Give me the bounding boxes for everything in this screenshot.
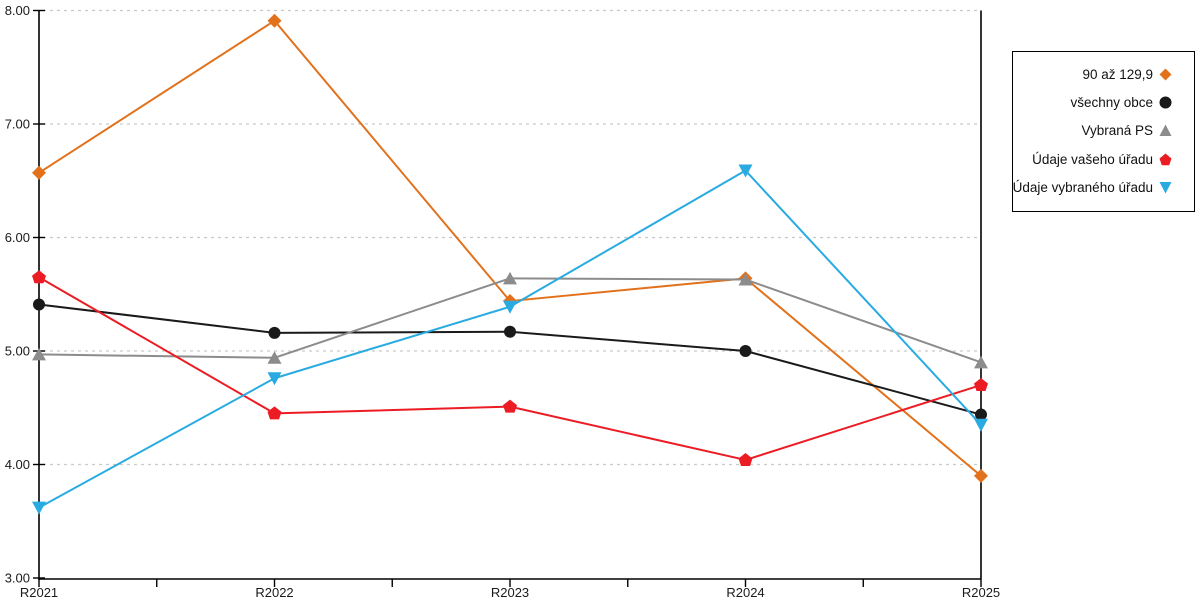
data-point-marker [32, 501, 46, 515]
y-tick-label: 7.00 [5, 117, 30, 132]
data-point-marker [974, 355, 988, 369]
legend-label: Vybraná PS [1081, 123, 1153, 139]
x-tick-label: R2022 [255, 585, 293, 600]
legend-item: všechny obce [1015, 88, 1172, 116]
data-point-marker [32, 165, 46, 180]
x-tick-label: R2023 [491, 585, 529, 600]
legend-item: Vybraná PS [1015, 117, 1172, 145]
legend: 90 až 129,9 všechny obce Vybraná PS Údaj… [1012, 51, 1195, 212]
x-tick-label: R2025 [962, 585, 1000, 600]
triangle-down-icon [1159, 182, 1172, 194]
data-point-marker [33, 298, 45, 311]
data-point-marker [739, 345, 752, 357]
data-point-marker [974, 468, 988, 483]
y-tick-label: 4.00 [5, 457, 30, 472]
data-point-marker [974, 378, 988, 392]
data-point-marker [738, 164, 753, 178]
data-point-marker [267, 13, 282, 28]
data-point-marker [975, 408, 987, 421]
legend-item: 90 až 129,9 [1015, 60, 1172, 88]
data-point-marker [503, 300, 517, 314]
data-point-marker [267, 372, 282, 386]
data-point-marker [738, 272, 753, 286]
data-point-marker [974, 418, 988, 432]
legend-label: Údaje vybraného úřadu [1012, 180, 1153, 196]
data-point-marker [32, 347, 46, 361]
y-tick-label: 6.00 [5, 230, 30, 245]
triangle-up-icon [1159, 124, 1172, 137]
data-point-marker [738, 452, 753, 466]
series-line [38, 169, 982, 509]
data-point-marker [503, 399, 517, 413]
data-point-marker [268, 326, 281, 339]
data-point-marker [503, 271, 517, 285]
diamond-icon [1159, 68, 1172, 81]
x-tick-label: R2021 [20, 585, 58, 600]
legend-label: Údaje vašeho úřadu [1032, 151, 1153, 167]
data-point-marker [267, 351, 282, 364]
y-tick-label: 8.00 [5, 3, 30, 18]
series-line [38, 277, 982, 364]
circle-icon [1159, 96, 1172, 109]
y-tick-label: 3.00 [5, 571, 30, 586]
pentagon-icon [1159, 153, 1172, 166]
legend-item: Údaje vybraného úřadu [1012, 174, 1172, 202]
data-point-marker [504, 325, 516, 338]
y-tick-label: 5.00 [5, 344, 30, 359]
legend-label: 90 až 129,9 [1082, 66, 1153, 82]
legend-item: Údaje vašeho úřadu [1015, 145, 1172, 173]
x-tick-label: R2024 [726, 585, 764, 600]
data-point-marker [267, 406, 282, 420]
legend-label: všechny obce [1070, 95, 1153, 111]
data-point-marker [32, 270, 46, 284]
